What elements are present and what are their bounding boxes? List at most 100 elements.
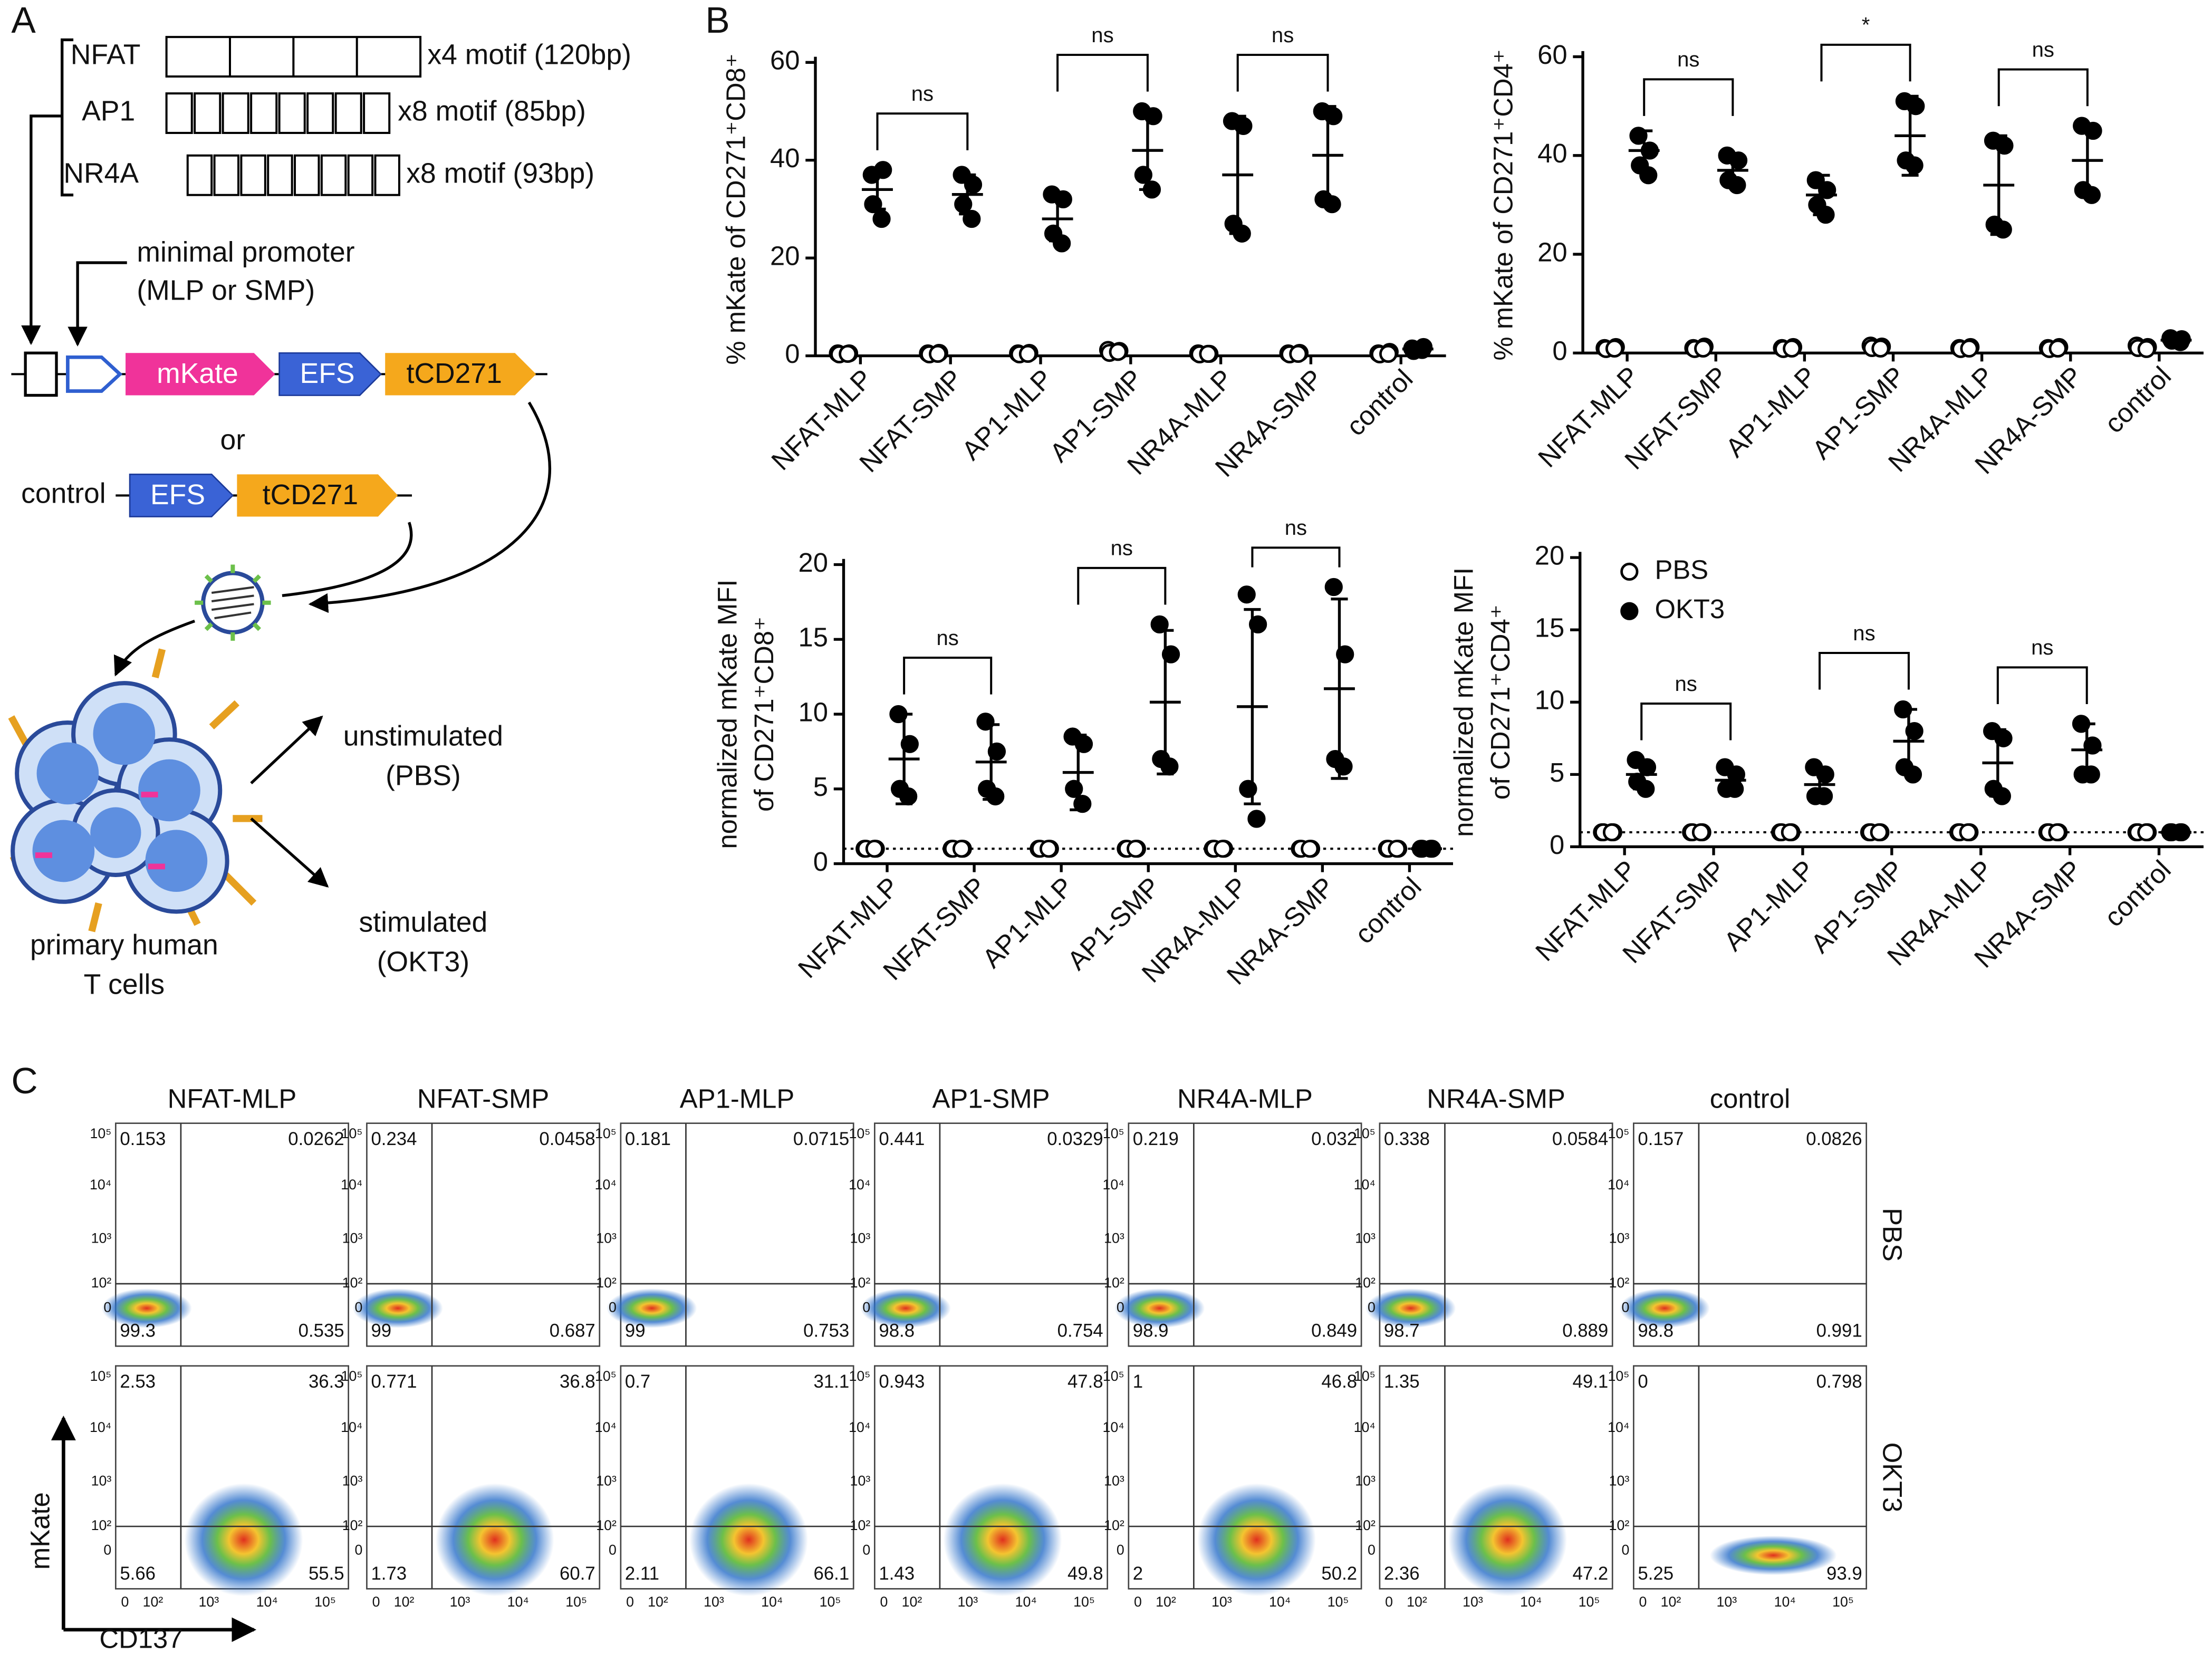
y-tick-label: 40 bbox=[1537, 138, 1567, 168]
gene-mkate bbox=[126, 353, 275, 396]
legend-label: PBS bbox=[1655, 554, 1708, 584]
quadrant-value: 93.9 bbox=[1826, 1564, 1862, 1584]
x-tick-label: 10⁴ bbox=[1269, 1594, 1291, 1610]
data-point bbox=[1301, 840, 1319, 858]
promoter-text: minimal promoter bbox=[137, 237, 354, 268]
data-point bbox=[1142, 180, 1161, 199]
significance-label: ns bbox=[1091, 23, 1113, 47]
y-tick-label: 10² bbox=[91, 1517, 112, 1533]
data-point bbox=[1234, 117, 1253, 135]
y-tick-label: 10⁵ bbox=[341, 1368, 363, 1384]
y-tick-label: 10⁵ bbox=[1608, 1368, 1630, 1384]
density-cloud bbox=[101, 1288, 192, 1328]
y-tick-label: 20 bbox=[1537, 237, 1567, 267]
outcome-text: unstimulated bbox=[343, 721, 503, 752]
legend-marker bbox=[1620, 602, 1639, 620]
panel-label: C bbox=[11, 1060, 37, 1101]
y-tick-label: 10⁵ bbox=[1354, 1368, 1376, 1384]
y-tick-label: 10³ bbox=[1104, 1473, 1124, 1489]
column-title: NFAT-MLP bbox=[168, 1083, 297, 1113]
or-text: or bbox=[220, 425, 246, 456]
significance-bracket bbox=[1077, 566, 1167, 605]
arrow bbox=[308, 401, 551, 613]
quadrant-value: 0.0584 bbox=[1552, 1129, 1608, 1149]
significance-label: ns bbox=[911, 82, 934, 105]
x-tick-label: 0 bbox=[1385, 1594, 1393, 1610]
y-tick-label: 0 bbox=[1550, 830, 1564, 860]
x-tick-label: 0 bbox=[626, 1594, 634, 1610]
quadrant-value: 0.7 bbox=[625, 1372, 650, 1392]
data-point bbox=[2084, 121, 2102, 140]
y-tick-label: 10³ bbox=[1609, 1230, 1630, 1246]
data-point bbox=[1053, 234, 1071, 253]
x-tick-label: 10² bbox=[143, 1594, 164, 1610]
x-tick-label: 10³ bbox=[958, 1594, 978, 1610]
y-tick-label: 10⁴ bbox=[1103, 1177, 1124, 1193]
gene-tcd271 bbox=[385, 353, 536, 396]
data-point bbox=[1629, 127, 1648, 145]
y-tick-label: 10² bbox=[1609, 1275, 1630, 1291]
data-point bbox=[1239, 780, 1257, 798]
motif-box bbox=[363, 92, 391, 134]
gene-label: mKate bbox=[157, 358, 238, 389]
data-point bbox=[1379, 344, 1398, 363]
y-tick-label: 10⁵ bbox=[90, 1126, 111, 1141]
plot-frame bbox=[114, 1365, 349, 1590]
data-point bbox=[1638, 758, 1657, 776]
y-tick-label: 10³ bbox=[850, 1230, 871, 1246]
x-tick-label: AP1-MLP bbox=[976, 871, 1079, 974]
significance-bracket bbox=[1640, 702, 1732, 741]
y-tick-label: 10⁵ bbox=[849, 1368, 870, 1384]
quadrant-value: 2 bbox=[1133, 1564, 1143, 1584]
cells-text: T cells bbox=[84, 969, 165, 1000]
data-point bbox=[839, 344, 857, 363]
data-point bbox=[1905, 156, 1924, 175]
quadrant-value: 0.338 bbox=[1384, 1129, 1430, 1149]
significance-label: ns bbox=[1111, 536, 1133, 560]
data-point bbox=[1054, 190, 1072, 209]
data-point bbox=[2137, 340, 2156, 358]
data-point bbox=[1814, 787, 1833, 805]
quadrant-value: 47.8 bbox=[1067, 1372, 1103, 1392]
x-tick-label: 10² bbox=[1661, 1594, 1681, 1610]
x-tick-label: 10⁴ bbox=[1015, 1594, 1037, 1610]
density-cloud bbox=[1197, 1483, 1316, 1597]
quadrant-value: 98.7 bbox=[1384, 1321, 1420, 1341]
motif-boxes bbox=[186, 154, 400, 196]
x-tick-label: 10⁴ bbox=[256, 1594, 278, 1610]
y-axis-label: % mKate of CD271⁺CD8⁺ bbox=[720, 53, 751, 364]
y-tick-label: 0 bbox=[1621, 1300, 1629, 1315]
data-point bbox=[1605, 339, 1624, 358]
quadrant-value: 99 bbox=[625, 1321, 646, 1341]
significance-bracket bbox=[1236, 54, 1329, 92]
y-tick-label: 10³ bbox=[850, 1473, 871, 1489]
y-tick-label: 0 bbox=[103, 1300, 111, 1315]
data-point bbox=[1907, 97, 1925, 116]
y-tick-label: 10³ bbox=[91, 1230, 112, 1246]
y-tick-label: 10² bbox=[596, 1517, 617, 1533]
x-tick-label: AP1-MLP bbox=[1720, 361, 1822, 463]
x-tick-label: 10³ bbox=[450, 1594, 470, 1610]
flow-plot: 2.53 36.3 5.66 55.5 10⁵ 10⁴ 10³ 10² 0 0 10² 10³ 10⁴ 1… bbox=[90, 1365, 349, 1610]
motif-box bbox=[250, 92, 278, 134]
data-point bbox=[1816, 765, 1834, 784]
flow-plot: 0.441 0.0329 98.8 0.754 10⁵ 10⁴ 10³ 10² 0 bbox=[849, 1122, 1109, 1347]
motif-box bbox=[278, 92, 306, 134]
flow-plot: 0.234 0.0458 99 0.687 10⁵ 10⁴ 10³ 10² 0 bbox=[341, 1122, 601, 1347]
data-point bbox=[1783, 339, 1801, 358]
quadrant-value: 46.8 bbox=[1321, 1372, 1357, 1392]
data-point bbox=[1018, 344, 1037, 363]
quadrant-value: 49.8 bbox=[1067, 1564, 1103, 1584]
motif-name: NFAT bbox=[71, 40, 141, 71]
x-tick-label: 0 bbox=[372, 1594, 380, 1610]
data-point bbox=[1728, 176, 1746, 195]
x-tick-label: 10³ bbox=[1463, 1594, 1483, 1610]
x-tick-label: 10⁵ bbox=[1579, 1594, 1600, 1610]
legend-label: OKT3 bbox=[1655, 594, 1725, 624]
y-tick-label: 40 bbox=[770, 143, 800, 173]
data-point bbox=[2048, 339, 2067, 358]
arrow bbox=[113, 619, 196, 677]
data-point bbox=[1637, 780, 1655, 798]
quadrant-value: 31.1 bbox=[814, 1372, 850, 1392]
data-point bbox=[1199, 344, 1217, 363]
